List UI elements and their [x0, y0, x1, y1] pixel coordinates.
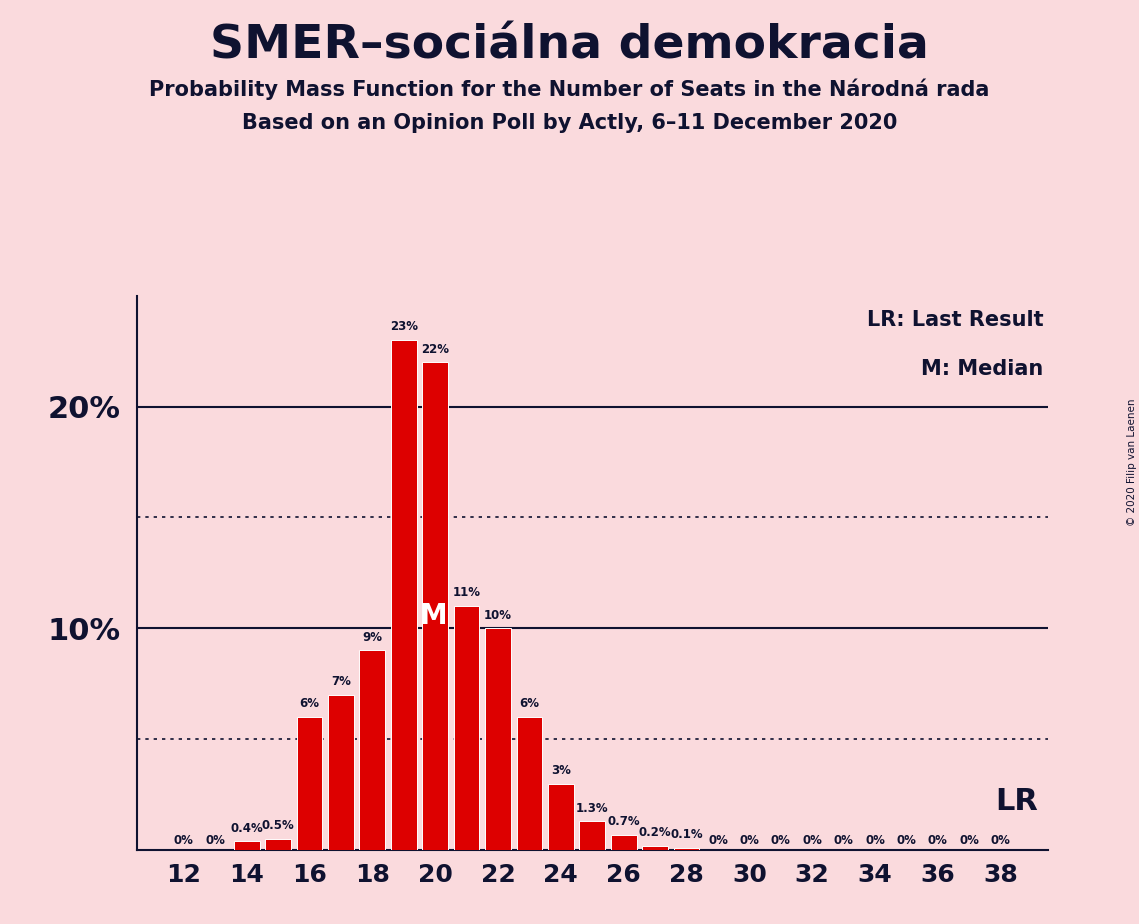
Text: 0%: 0% [834, 833, 853, 846]
Text: 0%: 0% [205, 833, 226, 846]
Text: 0%: 0% [991, 833, 1010, 846]
Text: 23%: 23% [390, 321, 418, 334]
Bar [296, 717, 322, 850]
Text: M: Median: M: Median [921, 359, 1043, 380]
Bar [391, 340, 417, 850]
Text: 0.7%: 0.7% [607, 815, 640, 828]
Text: 0%: 0% [802, 833, 822, 846]
Text: 10%: 10% [484, 609, 513, 622]
Text: 0%: 0% [708, 833, 728, 846]
Text: 0%: 0% [896, 833, 917, 846]
Text: 0%: 0% [928, 833, 948, 846]
Text: 0%: 0% [866, 833, 885, 846]
Text: 0.4%: 0.4% [230, 821, 263, 834]
Text: 11%: 11% [452, 587, 481, 600]
Bar [265, 839, 290, 850]
Bar [611, 834, 637, 850]
Text: 6%: 6% [519, 698, 540, 711]
Text: LR: LR [995, 787, 1039, 816]
Text: 0.1%: 0.1% [670, 828, 703, 841]
Text: 7%: 7% [331, 675, 351, 688]
Bar [580, 821, 605, 850]
Text: 6%: 6% [300, 698, 320, 711]
Bar [453, 606, 480, 850]
Text: 0%: 0% [174, 833, 194, 846]
Bar [642, 845, 667, 850]
Text: 9%: 9% [362, 631, 383, 644]
Text: Based on an Opinion Poll by Actly, 6–11 December 2020: Based on an Opinion Poll by Actly, 6–11 … [241, 113, 898, 133]
Bar [517, 717, 542, 850]
Text: 0.2%: 0.2% [639, 826, 671, 839]
Bar [423, 362, 448, 850]
Text: 0%: 0% [771, 833, 790, 846]
Text: M: M [420, 602, 448, 630]
Bar [485, 628, 511, 850]
Text: 0%: 0% [959, 833, 980, 846]
Text: 0%: 0% [739, 833, 760, 846]
Text: SMER–sociálna demokracia: SMER–sociálna demokracia [210, 23, 929, 68]
Bar [673, 848, 699, 850]
Bar [360, 650, 385, 850]
Text: © 2020 Filip van Laenen: © 2020 Filip van Laenen [1126, 398, 1137, 526]
Text: Probability Mass Function for the Number of Seats in the Národná rada: Probability Mass Function for the Number… [149, 79, 990, 100]
Bar [233, 841, 260, 850]
Bar [548, 784, 574, 850]
Text: 22%: 22% [421, 343, 449, 356]
Bar [328, 695, 354, 850]
Text: LR: Last Result: LR: Last Result [867, 310, 1043, 330]
Text: 3%: 3% [551, 764, 571, 777]
Text: 0.5%: 0.5% [262, 820, 295, 833]
Text: 1.3%: 1.3% [576, 802, 608, 815]
